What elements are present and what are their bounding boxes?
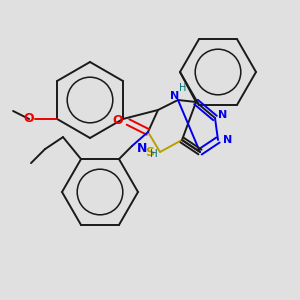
Text: O: O <box>113 113 123 127</box>
Text: H: H <box>179 83 187 93</box>
Text: S: S <box>146 146 154 158</box>
Text: N: N <box>224 135 232 145</box>
Text: O: O <box>24 112 34 124</box>
Text: N: N <box>218 110 228 120</box>
Text: N: N <box>137 142 147 154</box>
Text: H: H <box>150 149 158 159</box>
Text: N: N <box>170 91 180 101</box>
